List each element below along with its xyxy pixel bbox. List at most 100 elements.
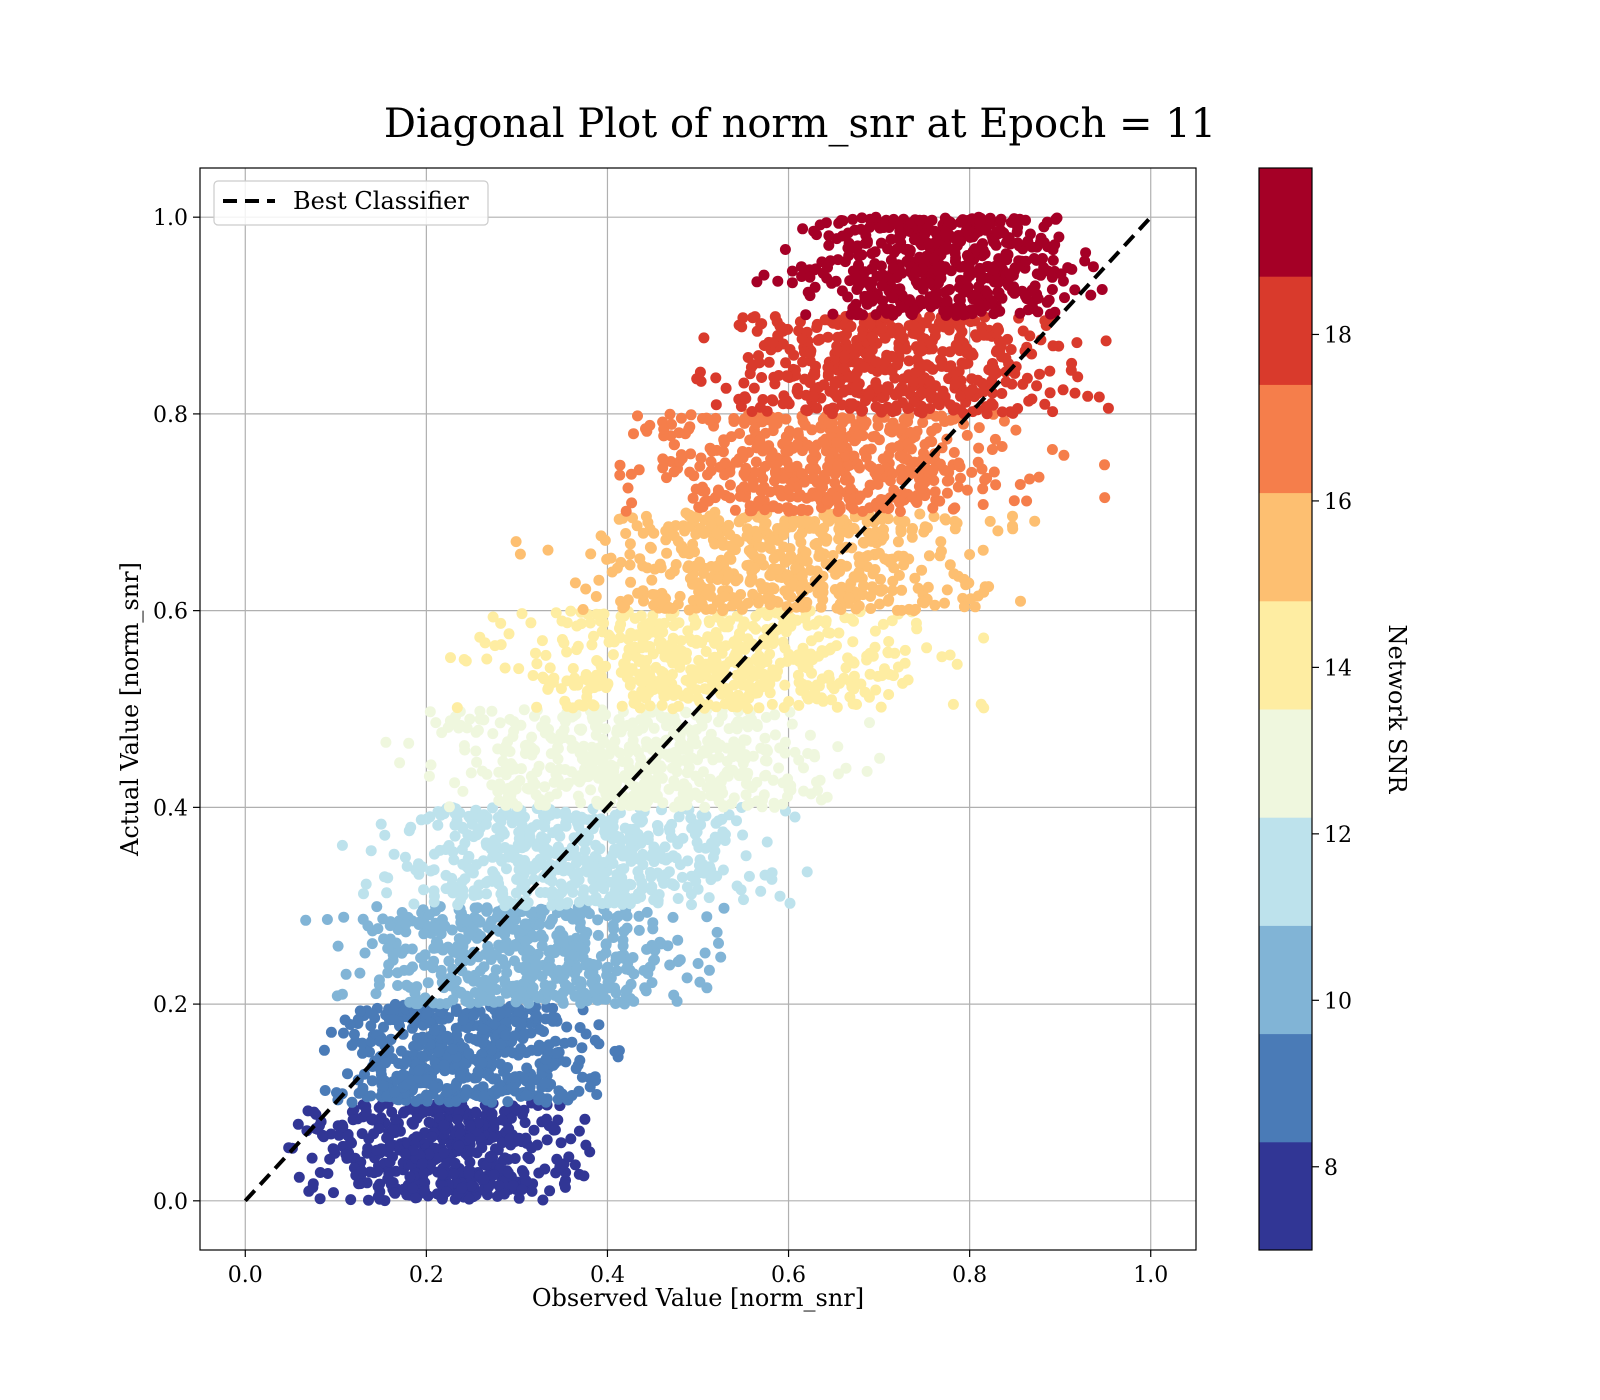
scatter-point — [944, 559, 956, 571]
scatter-point — [530, 958, 542, 970]
scatter-point — [432, 1103, 444, 1115]
scatter-point — [954, 345, 966, 357]
scatter-point — [434, 1094, 446, 1106]
scatter-point — [817, 436, 829, 448]
scatter-point — [656, 699, 668, 711]
scatter-point — [1007, 523, 1019, 535]
scatter-point — [478, 714, 490, 726]
scatter-point — [595, 950, 607, 962]
scatter-point — [605, 853, 616, 865]
scatter-point — [680, 740, 692, 752]
scatter-point — [507, 1180, 519, 1192]
scatter-point — [811, 402, 823, 414]
scatter-point — [1085, 289, 1097, 301]
scatter-point — [755, 553, 767, 565]
scatter-point — [541, 1001, 553, 1013]
scatter-point — [658, 423, 670, 435]
scatter-point — [579, 673, 591, 685]
scatter-point — [693, 842, 705, 853]
scatter-point — [675, 412, 687, 424]
scatter-point — [800, 309, 812, 321]
scatter-point — [459, 837, 471, 849]
scatter-point — [1017, 325, 1029, 337]
scatter-point — [593, 713, 605, 725]
scatter-point — [599, 781, 611, 793]
scatter-point — [484, 1151, 496, 1163]
scatter-point — [307, 1178, 319, 1190]
scatter-point — [686, 752, 698, 764]
scatter-point — [724, 492, 736, 504]
scatter-point — [808, 445, 820, 457]
scatter-point — [499, 746, 511, 758]
scatter-point — [642, 968, 654, 979]
scatter-point — [523, 997, 535, 1009]
scatter-point — [972, 374, 984, 386]
scatter-point — [622, 482, 634, 494]
scatter-point — [579, 854, 591, 866]
scatter-point — [648, 954, 660, 966]
scatter-point — [796, 570, 808, 582]
scatter-point — [1010, 424, 1022, 436]
scatter-point — [624, 559, 636, 571]
scatter-point — [703, 615, 715, 627]
scatter-point — [400, 1056, 412, 1067]
scatter-point — [773, 762, 785, 774]
scatter-point — [607, 932, 619, 943]
scatter-point — [847, 636, 859, 648]
scatter-point — [597, 756, 609, 768]
scatter-point — [715, 951, 727, 963]
scatter-point — [697, 481, 708, 493]
scatter-point — [618, 771, 630, 783]
scatter-point — [443, 801, 455, 813]
scatter-point — [764, 537, 776, 549]
scatter-point — [382, 967, 394, 979]
scatter-point — [988, 364, 1000, 376]
scatter-point — [800, 547, 812, 558]
scatter-point — [740, 393, 752, 404]
scatter-point — [804, 463, 816, 475]
scatter-point — [711, 870, 723, 882]
scatter-point — [672, 700, 684, 712]
scatter-point — [478, 1090, 490, 1102]
scatter-point — [766, 698, 778, 710]
scatter-point — [627, 790, 639, 802]
scatter-point — [509, 940, 521, 952]
scatter-point — [698, 332, 710, 344]
scatter-point — [738, 377, 750, 389]
scatter-point — [527, 670, 539, 681]
scatter-point — [477, 855, 489, 867]
scatter-point — [542, 544, 554, 556]
scatter-point — [879, 332, 891, 344]
scatter-point — [923, 550, 935, 562]
scatter-point — [768, 371, 780, 383]
scatter-point — [778, 702, 790, 713]
scatter-point — [640, 692, 652, 704]
scatter-point — [322, 1168, 334, 1179]
scatter-point — [395, 1045, 407, 1057]
scatter-point — [308, 1106, 320, 1118]
scatter-point — [1044, 365, 1056, 377]
scatter-point — [566, 1090, 578, 1101]
scatter-point — [641, 562, 653, 574]
scatter-point — [699, 801, 711, 813]
scatter-point — [646, 881, 658, 893]
scatter-point — [801, 662, 813, 674]
scatter-point — [713, 937, 724, 949]
chart-title: Diagonal Plot of norm_snr at Epoch = 11 — [384, 101, 1216, 147]
scatter-point — [600, 939, 612, 951]
scatter-point — [883, 689, 895, 700]
scatter-point — [671, 995, 683, 1007]
scatter-point — [555, 1137, 567, 1149]
scatter-point — [559, 695, 571, 707]
scatter-point — [1047, 406, 1059, 418]
scatter-point — [779, 679, 791, 691]
scatter-point — [977, 544, 989, 556]
scatter-point — [989, 433, 1001, 445]
scatter-point — [847, 398, 858, 410]
scatter-point — [774, 890, 786, 902]
scatter-point — [1100, 335, 1112, 347]
scatter-point — [558, 637, 570, 649]
scatter-point — [399, 851, 411, 863]
scatter-point — [742, 703, 754, 714]
scatter-point — [546, 1121, 558, 1133]
